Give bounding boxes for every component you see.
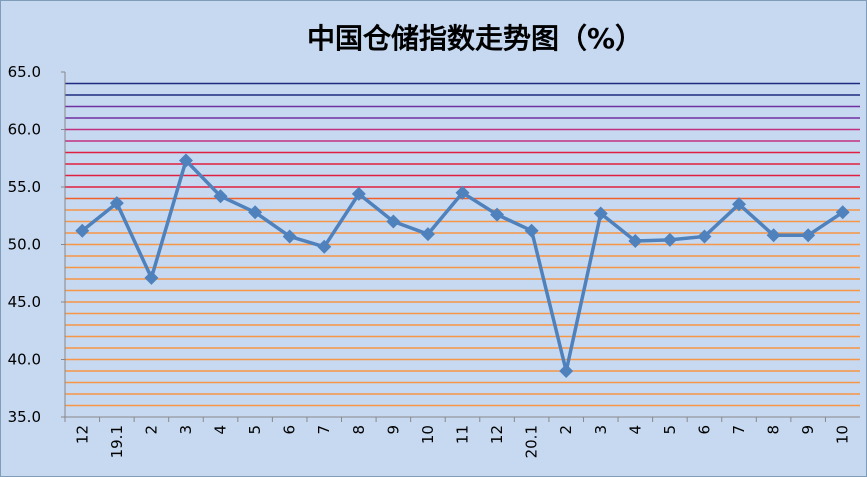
x-tick-label: 7 [315,425,333,435]
y-tick-label: 35.0 [8,408,41,426]
marker [282,229,297,244]
marker [559,364,574,378]
marker [697,229,712,244]
marker [386,214,401,229]
marker [420,227,435,242]
x-tick-label: 2 [557,425,575,435]
x-tick-label: 11 [454,425,472,444]
marker [213,189,228,204]
x-tick-label: 7 [730,425,748,435]
marker [248,205,263,220]
x-tick-label: 9 [799,425,817,435]
x-tick-label: 9 [384,425,402,435]
x-tick-label: 4 [626,425,644,435]
x-tick-label: 6 [281,425,299,435]
marker [662,232,677,247]
y-tick-label: 50.0 [8,236,41,254]
y-tick-label: 40.0 [8,351,41,369]
x-tick-label: 19.1 [108,425,126,458]
marker [801,228,816,243]
chart-title: 中国仓储指数走势图（%） [307,22,643,55]
x-tick-label: 3 [592,425,610,435]
marker [593,206,608,221]
x-tick-label: 5 [661,425,679,435]
x-tick-label: 12 [73,425,91,444]
marker [75,223,90,238]
x-tick-label: 10 [834,425,852,444]
marker [766,228,781,243]
x-tick-label: 6 [695,425,713,435]
marker [835,205,850,220]
x-tick-label: 5 [246,425,264,435]
y-tick-label: 60.0 [8,121,41,139]
marker [317,239,332,254]
marker [732,197,747,212]
x-tick-label: 4 [212,425,230,435]
marker [455,185,470,200]
marker [490,207,505,222]
x-tick-label: 20.1 [523,425,541,458]
x-tick-label: 3 [177,425,195,435]
y-tick-label: 55.0 [8,178,41,196]
marker [351,186,366,201]
x-tick-label: 12 [488,425,506,444]
marker [144,270,159,285]
y-tick-label: 45.0 [8,293,41,311]
marker [628,234,643,249]
y-tick-label: 65.0 [8,63,41,81]
marker [524,223,539,238]
x-tick-label: 10 [419,425,437,444]
x-tick-label: 8 [350,425,368,435]
x-tick-label: 2 [142,425,160,435]
marker [178,153,193,168]
x-tick-label: 8 [765,425,783,435]
marker [109,196,124,211]
